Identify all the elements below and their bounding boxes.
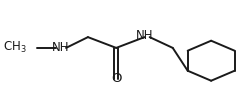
- Text: NH: NH: [136, 29, 153, 42]
- Text: O: O: [111, 72, 122, 85]
- Text: NH: NH: [52, 41, 70, 54]
- Text: CH$_3$: CH$_3$: [3, 40, 27, 55]
